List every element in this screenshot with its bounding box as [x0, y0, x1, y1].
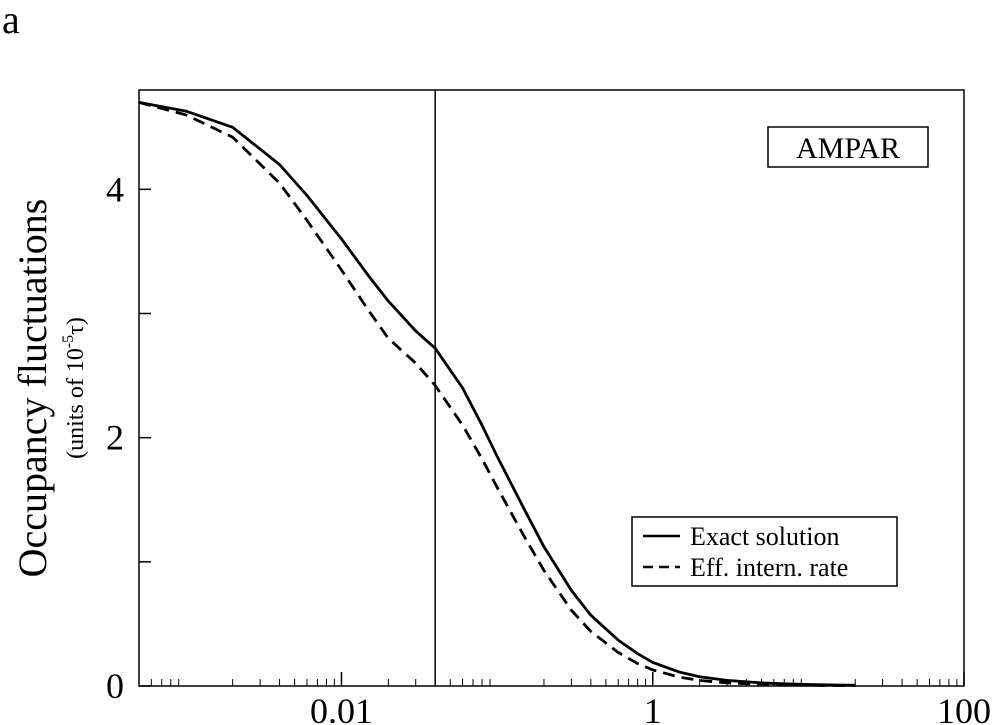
legend-entry-eff-intern-rate: Eff. intern. rate [690, 553, 848, 582]
y-tick-label-4: 4 [106, 169, 124, 209]
series-line-1 [138, 101, 856, 687]
y-tick-label-0: 0 [106, 666, 124, 706]
x-tick-label-1: 1 [644, 691, 662, 725]
y-axis-units-end: τ) [63, 317, 89, 335]
x-tick-label-0: 0.01 [310, 691, 373, 725]
y-axis-sublabel: (units of 10-5τ) [60, 317, 89, 459]
plot-frame [138, 89, 965, 687]
plot-area: 0.01 1 100 0 2 4 AMPAR Exact solution Eff. i… [106, 89, 991, 725]
minor-ticks [150, 679, 958, 686]
legend-frame [631, 516, 898, 587]
annotation-box: AMPAR [767, 126, 929, 168]
legend-entry-exact-solution: Exact solution [690, 522, 839, 551]
y-axis-units-exponent: -5 [60, 335, 77, 348]
series-line-0 [138, 101, 856, 687]
panel-label: a [2, 0, 20, 42]
annotation-text: AMPAR [796, 132, 900, 165]
y-axis-label: Occupancy fluctuations [10, 199, 55, 578]
annotation-frame [767, 126, 929, 168]
y-axis-title: Occupancy fluctuations [10, 199, 55, 578]
y-tick-label-2: 2 [106, 418, 124, 458]
y-axis: 0 2 4 [106, 169, 151, 706]
series-layer [138, 101, 856, 687]
x-axis: 0.01 1 100 [310, 672, 991, 725]
y-axis-units-text: (units of 10 [63, 348, 89, 459]
x-tick-label-2: 100 [937, 691, 991, 725]
y-axis-units: (units of 10-5τ) [60, 317, 89, 459]
legend: Exact solution Eff. intern. rate [631, 516, 898, 587]
